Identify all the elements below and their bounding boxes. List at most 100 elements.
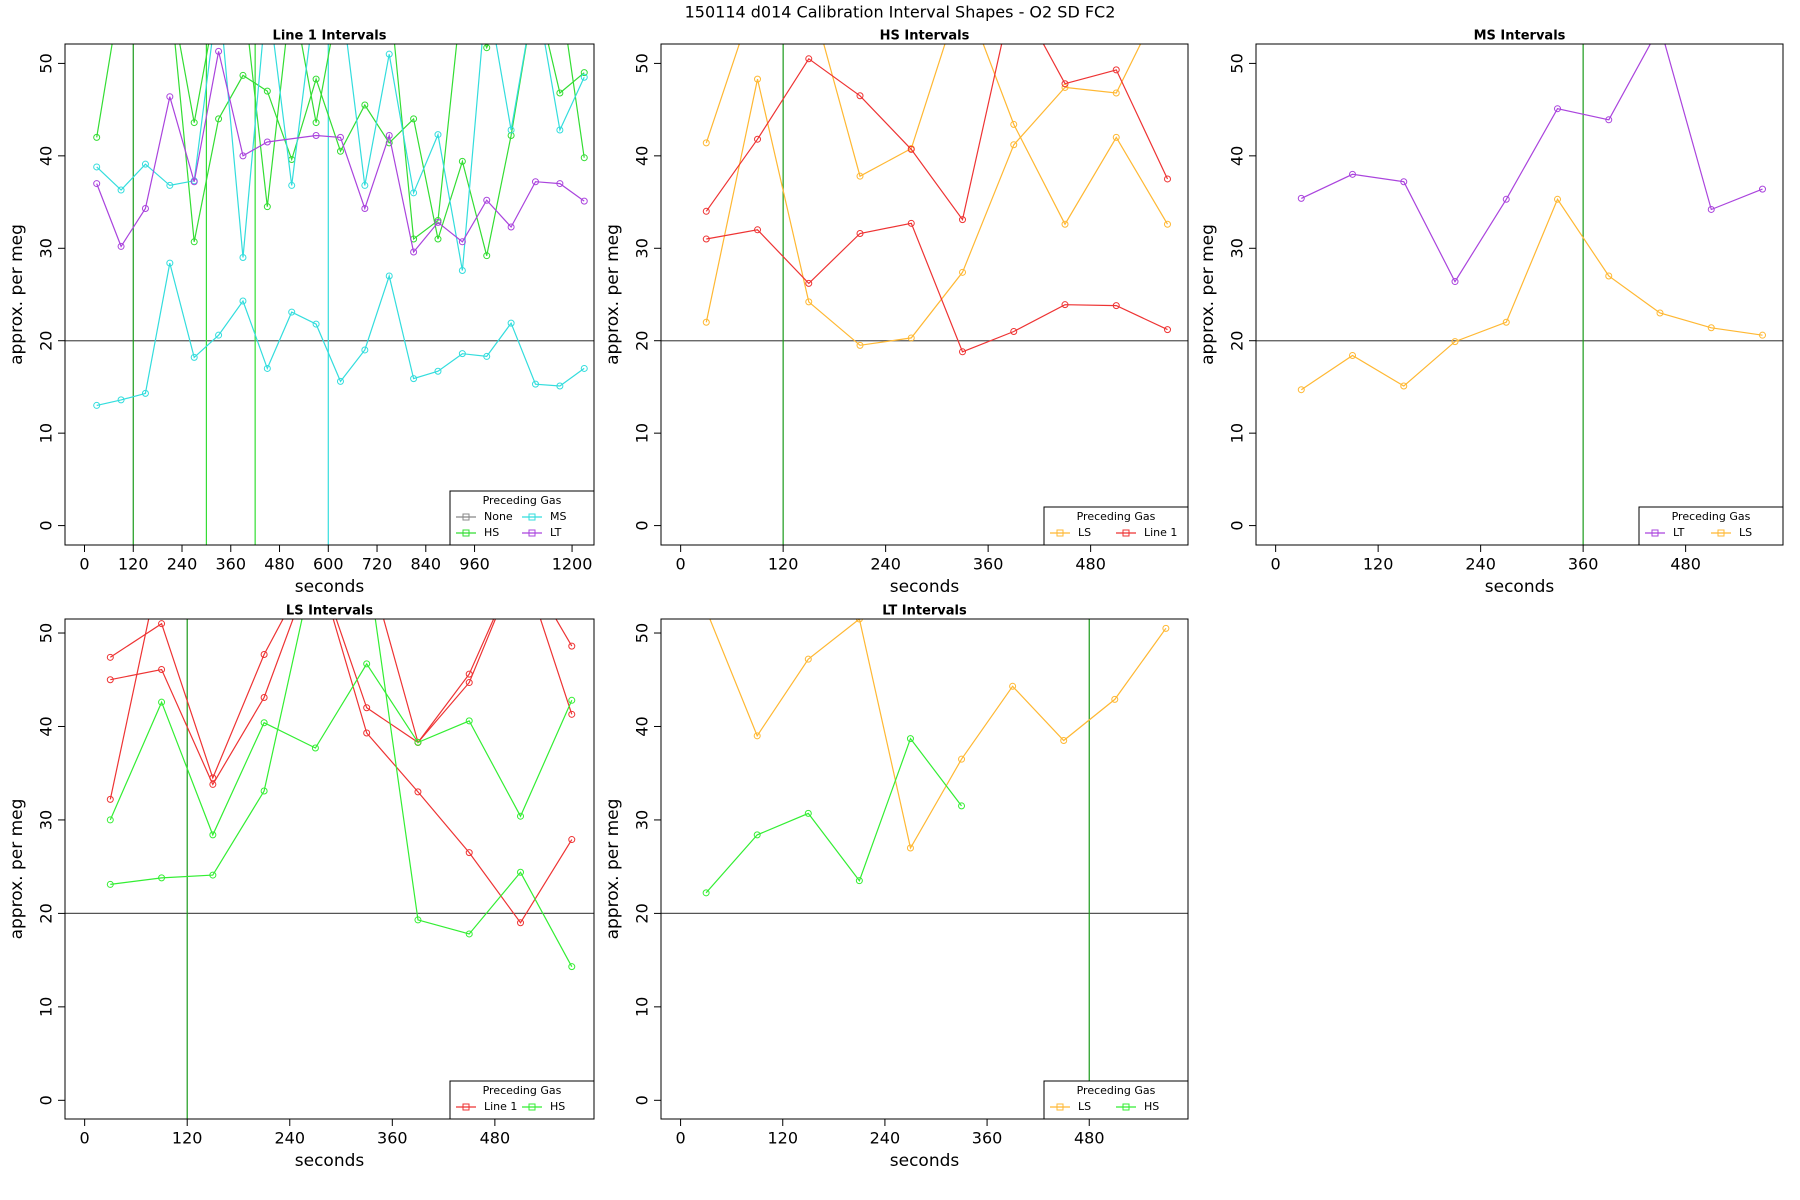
data-point — [1061, 83, 1069, 91]
data-point — [1061, 220, 1069, 228]
data-point — [263, 364, 271, 372]
data-point — [805, 55, 813, 63]
data-point — [158, 698, 166, 706]
x-tick-label: 480 — [264, 555, 295, 574]
y-tick-label: 30 — [37, 238, 56, 258]
data-point — [568, 696, 576, 704]
data-point — [1759, 185, 1767, 193]
y-tick-label: 10 — [633, 997, 652, 1017]
x-tick-label: 480 — [1670, 555, 1701, 574]
x-tick-label: 480 — [1075, 555, 1106, 574]
data-point — [190, 238, 198, 246]
x-axis-label: seconds — [890, 1151, 960, 1171]
legend-title: Preceding Gas — [1077, 1084, 1156, 1097]
legend-label: HS — [484, 526, 499, 539]
data-point — [1400, 178, 1408, 186]
data-point — [361, 181, 369, 189]
series-line — [709, 619, 1167, 850]
data-point — [1060, 736, 1068, 744]
data-point — [336, 377, 344, 385]
y-tick-label: 0 — [633, 520, 652, 530]
data-point — [158, 620, 166, 628]
data-point — [805, 279, 813, 287]
legend-marker — [528, 1103, 536, 1111]
series-line — [109, 619, 573, 780]
data-point — [507, 126, 515, 134]
data-point — [556, 126, 564, 134]
data-point — [1349, 352, 1357, 360]
data-point — [855, 877, 863, 885]
data-point — [1112, 133, 1120, 141]
series-line — [109, 662, 573, 837]
series-line — [1300, 198, 1763, 391]
data-point — [702, 889, 710, 897]
data-point — [483, 44, 491, 52]
plot-frame — [660, 618, 1189, 1120]
series-line — [110, 619, 573, 786]
series-line — [96, 44, 585, 271]
series-line — [705, 737, 962, 894]
data-point — [190, 178, 198, 186]
data-point — [385, 50, 393, 58]
data-point — [906, 735, 914, 743]
data-point — [1112, 302, 1120, 310]
data-point — [106, 676, 114, 684]
plot-area — [1256, 44, 1783, 545]
data-point — [517, 919, 525, 927]
data-point — [465, 679, 473, 687]
data-point — [1502, 195, 1510, 203]
legend-marker — [1056, 1103, 1064, 1111]
data-point — [93, 180, 101, 188]
data-point — [106, 880, 114, 888]
legend-label: HS — [1144, 1100, 1159, 1113]
data-point — [1707, 205, 1715, 213]
data-point — [465, 849, 473, 857]
legend-label: MS — [550, 510, 566, 523]
y-axis-label: approx. per meg — [603, 224, 623, 365]
data-point — [1010, 141, 1018, 149]
data-point — [458, 266, 466, 274]
data-point — [1010, 120, 1018, 128]
data-point — [1554, 105, 1562, 113]
data-point — [106, 653, 114, 661]
data-point — [1605, 116, 1613, 124]
legend-title: Preceding Gas — [1672, 510, 1751, 523]
x-tick-label: 240 — [167, 555, 198, 574]
data-point — [263, 87, 271, 95]
data-point — [580, 197, 588, 205]
x-tick-label: 0 — [1271, 555, 1281, 574]
data-point — [434, 218, 442, 226]
y-tick-label: 50 — [37, 623, 56, 643]
data-point — [531, 380, 539, 388]
data-point — [414, 788, 422, 796]
data-point — [907, 334, 915, 342]
series-line — [96, 262, 585, 406]
y-tick-label: 10 — [633, 423, 652, 443]
data-point — [363, 660, 371, 668]
data-point — [166, 93, 174, 101]
x-tick-label: 240 — [870, 1129, 901, 1148]
data-point — [556, 180, 564, 188]
y-tick-label: 20 — [1228, 331, 1247, 351]
data-point — [410, 248, 418, 256]
legend-box — [449, 1080, 595, 1120]
data-point — [754, 226, 762, 234]
data-point — [93, 163, 101, 171]
data-point — [410, 375, 418, 383]
series-line — [96, 51, 585, 254]
data-point — [209, 780, 217, 788]
data-point — [141, 205, 149, 213]
data-point — [507, 223, 515, 231]
data-point — [361, 205, 369, 213]
data-point — [1297, 194, 1305, 202]
x-tick-label: 0 — [676, 555, 686, 574]
y-tick-label: 10 — [1228, 423, 1247, 443]
y-tick-label: 30 — [37, 810, 56, 830]
y-axis-label: approx. per meg — [603, 799, 623, 940]
y-tick-label: 30 — [1228, 238, 1247, 258]
data-point — [568, 963, 576, 971]
x-tick-label: 1200 — [552, 555, 593, 574]
x-tick-label: 120 — [767, 1129, 798, 1148]
data-point — [465, 930, 473, 938]
y-tick-label: 20 — [633, 331, 652, 351]
